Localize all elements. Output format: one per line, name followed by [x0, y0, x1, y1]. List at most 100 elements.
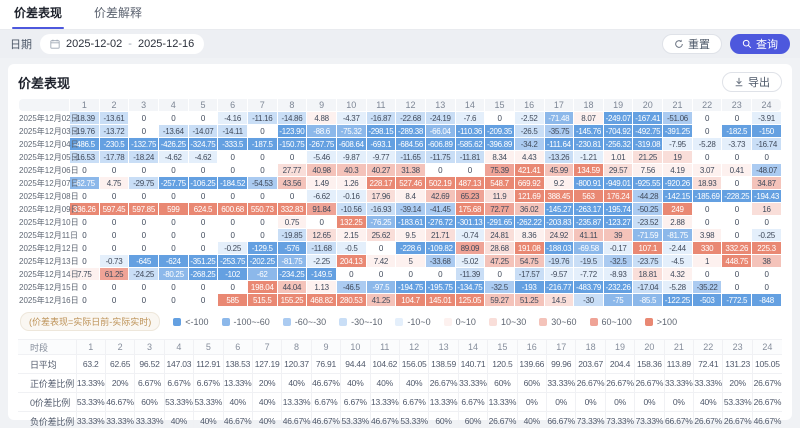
heatmap-cell: -4.5	[663, 255, 692, 267]
spread-performance-card: 价差表现 导出 1 2 3 4 5 6 7 8 9 10 11 12 13 14 15 16 17 18 19 20 2…	[8, 64, 792, 428]
heatmap-cell: -228.25	[722, 190, 752, 202]
heatmap-cell: -88.6	[307, 125, 336, 137]
stats-column-header: 23	[722, 339, 753, 355]
reset-button[interactable]: 重置	[662, 34, 722, 54]
row-date-label: 2025年12月12日	[19, 242, 79, 254]
heatmap-cell: -23.52	[633, 216, 663, 228]
heatmap-cell: 121.69	[514, 190, 544, 202]
heatmap-cell: -704.92	[603, 125, 633, 137]
stats-cell: 40%	[370, 373, 400, 393]
heatmap-cell: 47.25	[485, 255, 514, 267]
stats-column-header: 11	[370, 339, 400, 355]
heatmap-column-header: 12	[396, 99, 425, 111]
stats-cell: 60%	[458, 411, 489, 428]
heatmap-cell: -263.17	[574, 203, 603, 215]
heatmap-legend: (价差表现=实际日前-实际实时) <-100 -100~-60 -60~-30 -30…	[20, 312, 782, 331]
stats-cell: 0%	[546, 392, 577, 412]
heatmap-cell: -11.68	[307, 242, 336, 254]
heatmap-cell: 0	[188, 281, 218, 293]
legend-label: -100~-60	[233, 316, 270, 327]
heatmap-cell: 0	[247, 190, 277, 202]
heatmap-cell: -32.5	[485, 281, 514, 293]
stats-row: 负价差比例 33.33% 33.33% 33.33% 40% 40% 46.67% 40% 46…	[18, 411, 782, 428]
heatmap-cell: -0.17	[603, 242, 633, 254]
heatmap-cell: 0	[722, 151, 752, 163]
stats-column-header: 1	[76, 339, 106, 355]
heatmap-cell: -11.75	[425, 151, 455, 163]
stats-cell: 138.53	[223, 354, 253, 374]
stats-cell: 0%	[517, 392, 548, 412]
heatmap-cell: -230.5	[99, 138, 129, 150]
stats-cell: 120.5	[487, 354, 518, 374]
heatmap-cell: 4.19	[663, 164, 692, 176]
heatmap-cell: 0	[99, 242, 129, 254]
heatmap-cell: -17.04	[633, 281, 663, 293]
heatmap-cell: 4.32	[663, 268, 692, 280]
heatmap-cell: -111.64	[544, 138, 574, 150]
stats-cell: 40%	[399, 373, 430, 393]
date-range-picker[interactable]: 2025-12-02 - 2025-12-16	[40, 34, 205, 54]
heatmap-cell: -202.25	[247, 255, 277, 267]
heatmap-cell: 0	[752, 281, 781, 293]
heatmap-cell: 0	[366, 242, 396, 254]
heatmap-cell: -80.25	[158, 268, 188, 280]
stats-cell: 33.33%	[134, 411, 165, 428]
heatmap-cell: 8.34	[485, 151, 514, 163]
row-date-label: 2025年12月15日	[19, 281, 79, 293]
tab-spread-performance[interactable]: 价差表现	[12, 0, 65, 29]
heatmap-cell: 1	[692, 255, 722, 267]
heatmap-cell: -75.32	[336, 125, 366, 137]
heatmap-cell: 336.26	[70, 203, 99, 215]
heatmap-cell: -4.62	[188, 151, 218, 163]
stats-cell: 73.33%	[575, 411, 606, 428]
export-button[interactable]: 导出	[722, 72, 782, 92]
heatmap-cell: -9.77	[366, 151, 396, 163]
heatmap-cell: 0	[218, 229, 247, 241]
heatmap-cell: -16.74	[752, 138, 781, 150]
heatmap-cell: -298.15	[366, 125, 396, 137]
heatmap-cell: 1.49	[307, 177, 336, 189]
heatmap-cell: 19	[663, 151, 692, 163]
heatmap-cell: 29.57	[603, 164, 633, 176]
heatmap-cell: -324.75	[188, 138, 218, 150]
stats-cell: 6.67%	[164, 373, 195, 393]
heatmap-cell: 176.24	[603, 190, 633, 202]
heatmap-column-header: 9	[307, 99, 336, 111]
heatmap-column-header: 19	[603, 99, 633, 111]
stats-column-header: 14	[458, 339, 489, 355]
row-date-label: 2025年12月04日	[19, 138, 79, 150]
heatmap-cell: -351.25	[188, 255, 218, 267]
stats-cell: 13.33%	[76, 373, 106, 393]
heatmap-cell: 40.3	[336, 164, 366, 176]
stats-cell: 138.59	[428, 354, 459, 374]
heatmap-cell: 16	[752, 203, 781, 215]
heatmap-cell: 0	[129, 164, 158, 176]
heatmap-cell: 0	[722, 203, 752, 215]
heatmap-cell: 0	[722, 229, 752, 241]
heatmap-cell: -13.61	[99, 112, 129, 124]
heatmap-cell: -11.65	[396, 151, 425, 163]
stats-cell: 112.91	[193, 354, 224, 374]
stats-row-label: 0价差比例	[18, 392, 77, 412]
heatmap-cell: -76.25	[366, 216, 396, 228]
heatmap-cell: -645	[129, 255, 158, 267]
tab-spread-explanation[interactable]: 价差解释	[94, 6, 143, 20]
heatmap-cell: 600.68	[218, 203, 247, 215]
stats-cell: 40%	[340, 373, 371, 393]
heatmap-cell: 54.75	[514, 255, 544, 267]
stats-column-header: 15	[487, 339, 518, 355]
heatmap-cell: 18.93	[692, 177, 722, 189]
heatmap-column-header: 21	[663, 99, 692, 111]
heatmap-cell: 0	[188, 190, 218, 202]
heatmap-cell: -585.62	[455, 138, 485, 150]
query-button[interactable]: 查询	[730, 34, 790, 54]
legend-item: <-100	[173, 317, 209, 327]
legend-swatch	[644, 317, 653, 326]
filter-bar: 日期 2025-12-02 - 2025-12-16 重置 查询	[0, 30, 800, 58]
heatmap-cell: 0	[366, 268, 396, 280]
heatmap-cell: 24.92	[544, 229, 574, 241]
stats-cell: 66.67%	[546, 411, 577, 428]
heatmap-cell: -22.68	[396, 112, 425, 124]
heatmap-cell: -75	[603, 294, 633, 306]
legend-label: 60~100	[601, 316, 632, 327]
